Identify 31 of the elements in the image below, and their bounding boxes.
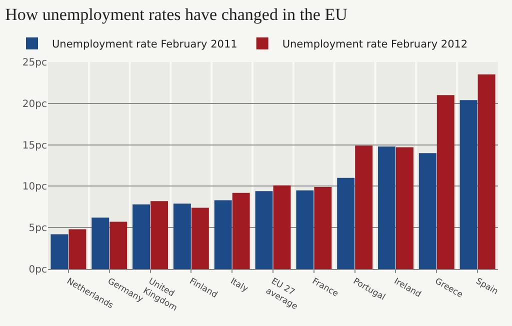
bar [232, 192, 250, 269]
bar [68, 229, 86, 269]
bar [255, 191, 273, 269]
bar [191, 208, 209, 269]
bar [314, 187, 332, 269]
chart-title: How unemployment rates have changed in the EU [5, 5, 348, 24]
bar [337, 178, 355, 269]
bar [92, 218, 110, 269]
bar [173, 204, 191, 269]
bar [355, 146, 373, 269]
bar [273, 185, 291, 269]
bar [214, 200, 232, 269]
bar [296, 190, 314, 269]
bar [460, 100, 478, 269]
bar [110, 222, 128, 269]
bar [150, 201, 168, 269]
bar [132, 204, 150, 269]
bar [378, 146, 396, 269]
legend-label: Unemployment rate February 2011 [52, 38, 238, 50]
bar [396, 147, 414, 269]
y-tick-label: 10pc [22, 182, 47, 193]
y-tick-label: 25pc [22, 58, 47, 68]
y-tick-label: 20pc [22, 98, 47, 110]
bar [418, 153, 436, 269]
y-tick-label: 5pc [28, 223, 47, 234]
bar [50, 234, 68, 269]
bar [478, 74, 496, 269]
y-tick-label: 15pc [22, 140, 47, 152]
y-tick-label: 0pc [28, 264, 47, 276]
legend-label: Unemployment rate February 2012 [282, 38, 468, 50]
bar [436, 95, 454, 269]
